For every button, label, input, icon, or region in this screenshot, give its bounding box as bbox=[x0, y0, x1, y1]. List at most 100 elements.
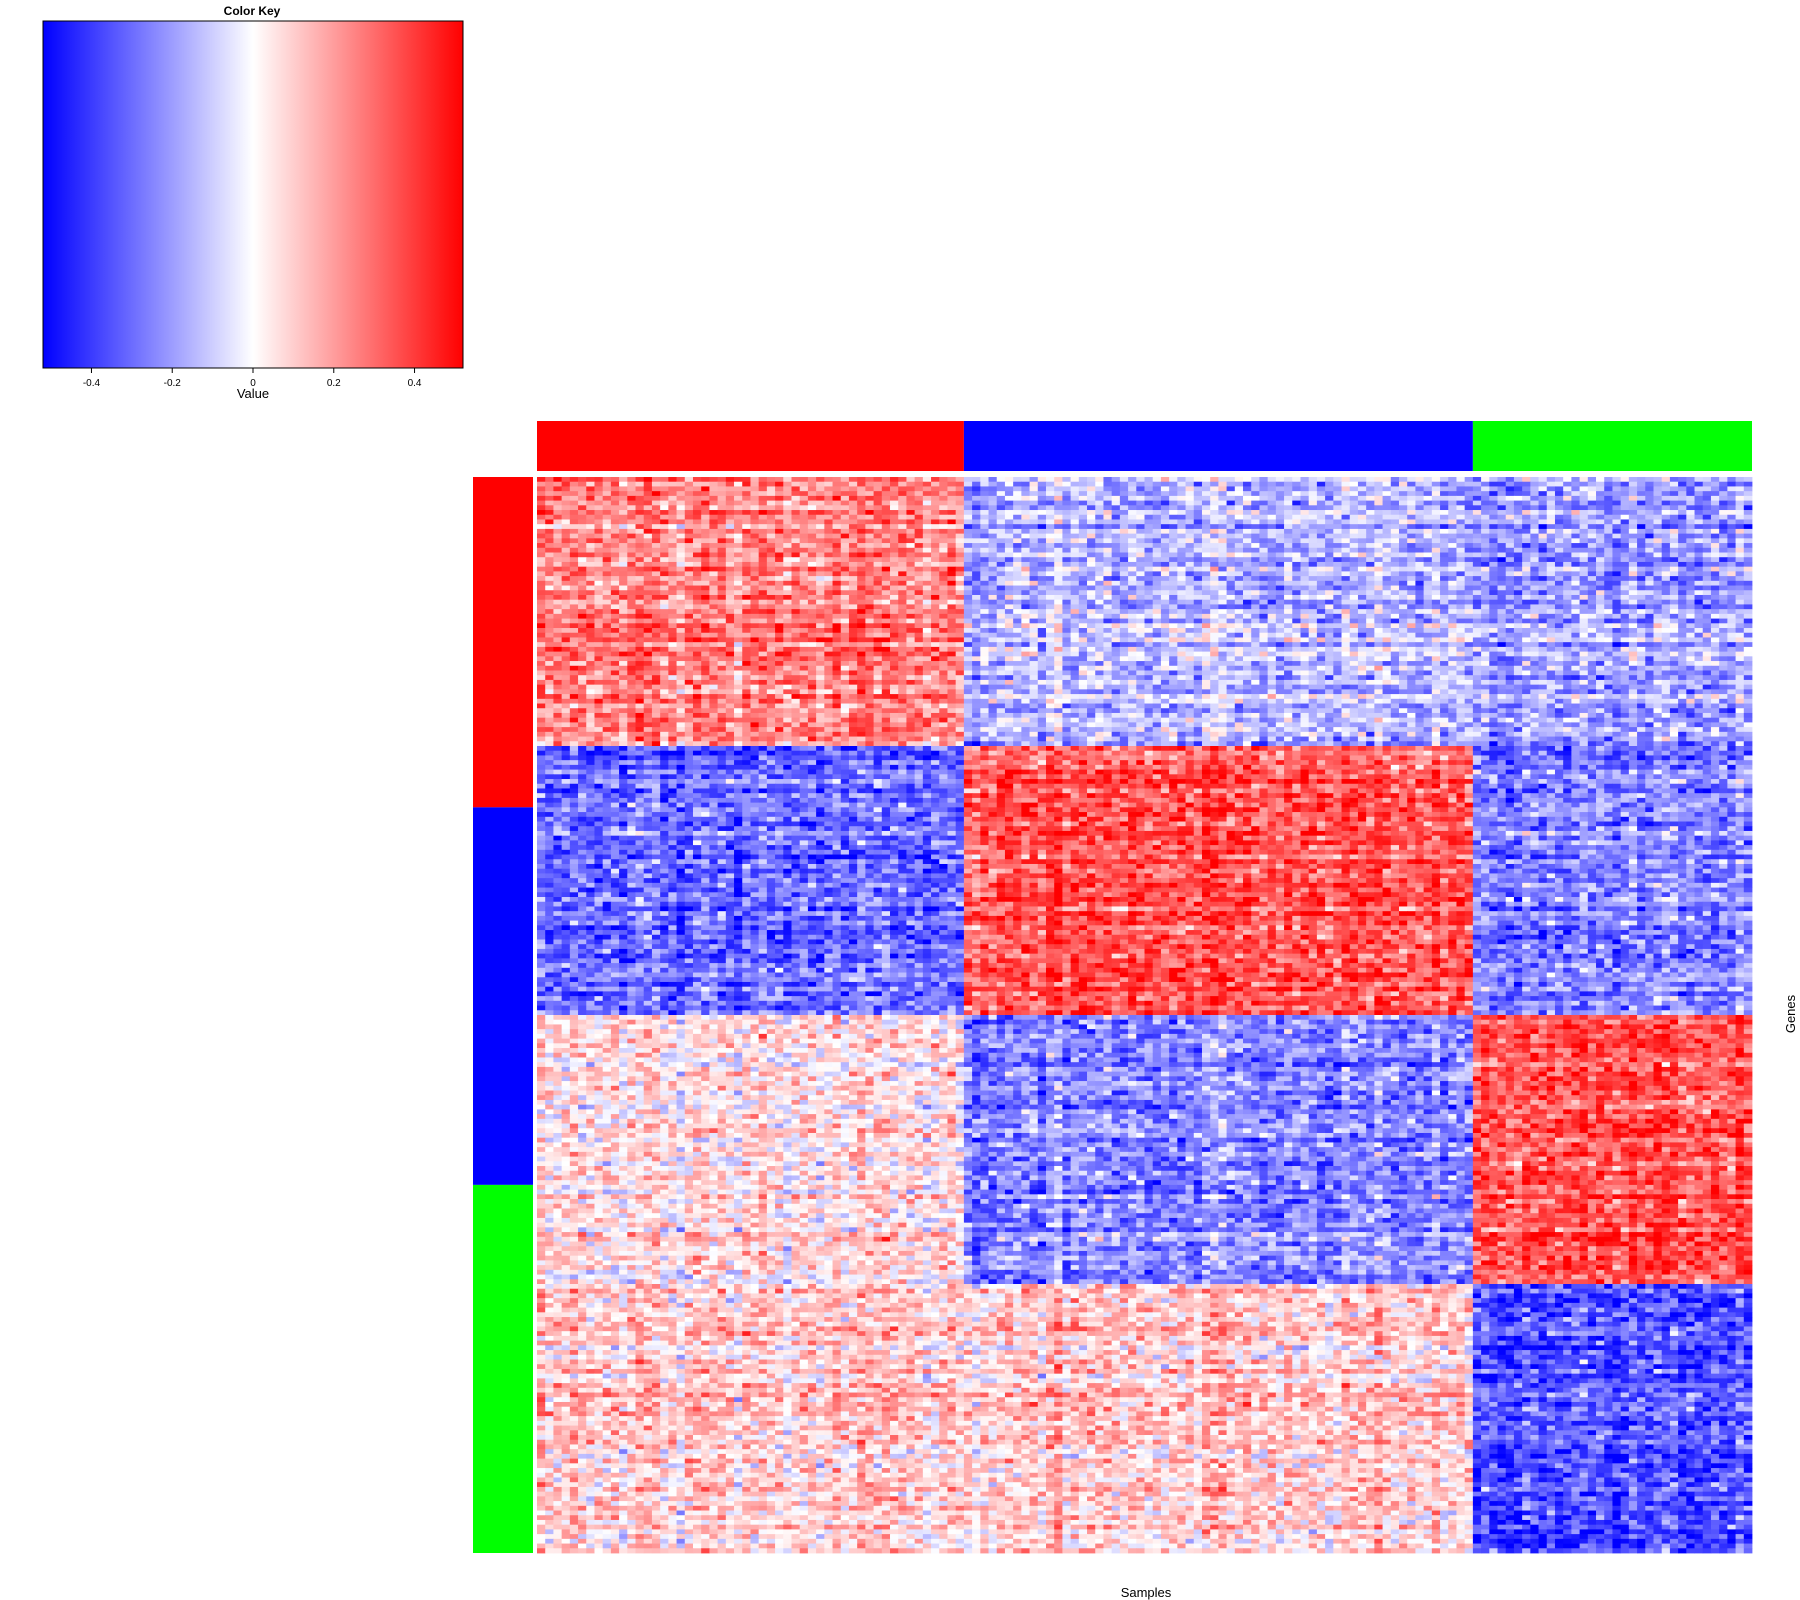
heatmap-cell bbox=[1169, 524, 1178, 530]
heatmap-cell bbox=[660, 533, 669, 539]
heatmap-cell bbox=[668, 514, 677, 520]
heatmap-cell bbox=[692, 604, 702, 610]
heatmap-cell bbox=[1587, 604, 1597, 610]
heatmap-cell bbox=[906, 576, 916, 582]
heatmap-cell bbox=[684, 533, 694, 539]
heatmap-cell bbox=[1013, 599, 1022, 605]
heatmap-cell bbox=[1341, 543, 1351, 549]
heatmap-cell bbox=[1160, 477, 1170, 483]
heatmap-cell bbox=[537, 500, 546, 506]
heatmap-cell bbox=[717, 538, 727, 544]
heatmap-cell bbox=[1472, 510, 1482, 516]
heatmap-cell bbox=[1160, 514, 1170, 520]
heatmap-cell bbox=[627, 533, 636, 539]
heatmap-cell bbox=[1144, 514, 1154, 520]
heatmap-cell bbox=[1029, 609, 1039, 615]
heatmap-cell bbox=[1185, 557, 1195, 563]
heatmap-cell bbox=[972, 632, 981, 638]
heatmap-cell bbox=[832, 491, 842, 497]
heatmap-cell bbox=[1571, 604, 1580, 610]
heatmap-cell bbox=[676, 505, 686, 511]
heatmap-cell bbox=[1497, 524, 1507, 530]
heatmap-cell bbox=[783, 623, 792, 629]
heatmap-cell bbox=[865, 632, 874, 638]
heatmap-cell bbox=[1045, 594, 1055, 601]
heatmap-cell bbox=[1300, 580, 1310, 586]
heatmap-cell bbox=[1160, 561, 1170, 568]
heatmap-cell bbox=[972, 609, 981, 615]
heatmap-cell bbox=[1727, 481, 1736, 487]
heatmap-cell bbox=[1177, 495, 1186, 501]
heatmap-cell bbox=[1563, 538, 1572, 544]
heatmap-cell bbox=[824, 543, 833, 549]
heatmap-cell bbox=[1218, 528, 1227, 535]
heatmap-cell bbox=[1267, 495, 1277, 501]
heatmap-cell bbox=[840, 632, 850, 638]
heatmap-cell bbox=[1735, 557, 1745, 563]
heatmap-cell bbox=[766, 618, 776, 624]
heatmap-cell bbox=[594, 538, 604, 544]
heatmap-cell bbox=[1596, 533, 1605, 539]
heatmap-cell bbox=[1431, 547, 1441, 553]
heatmap-cell bbox=[635, 481, 645, 487]
heatmap-cell bbox=[1201, 500, 1211, 506]
heatmap-cell bbox=[651, 594, 661, 601]
heatmap-cell bbox=[1702, 561, 1712, 568]
heatmap-cell bbox=[857, 561, 866, 568]
heatmap-cell bbox=[594, 594, 604, 601]
heatmap-cell bbox=[1177, 547, 1186, 553]
heatmap-cell bbox=[684, 623, 694, 629]
heatmap-cell bbox=[602, 486, 612, 492]
heatmap-cell bbox=[1702, 543, 1712, 549]
heatmap-cell bbox=[865, 561, 874, 568]
heatmap-cell bbox=[610, 623, 620, 629]
heatmap-cell bbox=[1612, 519, 1622, 525]
heatmap-cell bbox=[643, 618, 653, 624]
heatmap-cell bbox=[1423, 613, 1433, 619]
heatmap-cell bbox=[1169, 623, 1178, 629]
heatmap-cell bbox=[635, 543, 645, 549]
heatmap-cell bbox=[775, 576, 784, 582]
heatmap-cell bbox=[701, 538, 710, 544]
heatmap-cell bbox=[1325, 613, 1334, 619]
heatmap-cell bbox=[717, 519, 727, 525]
heatmap-cell bbox=[1669, 547, 1679, 553]
heatmap-cell bbox=[1357, 590, 1367, 596]
heatmap-cell bbox=[1251, 510, 1260, 516]
heatmap-cell bbox=[1054, 604, 1063, 610]
heatmap-cell bbox=[750, 561, 760, 568]
heatmap-cell bbox=[1538, 510, 1548, 516]
heatmap-cell bbox=[1678, 628, 1687, 634]
heatmap-cell bbox=[1735, 495, 1745, 501]
heatmap-cell bbox=[1481, 477, 1490, 483]
heatmap-cell bbox=[537, 571, 546, 577]
heatmap-cell bbox=[947, 538, 957, 544]
heatmap-cell bbox=[963, 477, 973, 483]
heatmap-cell bbox=[816, 533, 825, 539]
heatmap-cell bbox=[1546, 566, 1556, 572]
heatmap-cell bbox=[1103, 552, 1113, 558]
heatmap-cell bbox=[1316, 552, 1326, 558]
heatmap-cell bbox=[1070, 547, 1080, 553]
heatmap-cell bbox=[1243, 481, 1252, 487]
heatmap-cell bbox=[947, 557, 957, 563]
heatmap-cell bbox=[1645, 510, 1654, 516]
heatmap-cell bbox=[1078, 604, 1088, 610]
heatmap-cell bbox=[734, 571, 743, 577]
heatmap-cell bbox=[1505, 590, 1515, 596]
heatmap-cell bbox=[873, 566, 883, 572]
heatmap-cell bbox=[578, 500, 587, 506]
heatmap-cell bbox=[848, 557, 858, 563]
heatmap-cell bbox=[701, 481, 710, 487]
heatmap-cell bbox=[1169, 491, 1178, 497]
heatmap-cell bbox=[635, 576, 645, 582]
heatmap-cell bbox=[1661, 486, 1671, 492]
heatmap-cell bbox=[1111, 628, 1121, 634]
heatmap-cell bbox=[1333, 609, 1342, 615]
heatmap-cell bbox=[1686, 557, 1695, 563]
heatmap-cell bbox=[783, 580, 792, 586]
heatmap-cell bbox=[1070, 524, 1080, 530]
heatmap-cell bbox=[1316, 481, 1326, 487]
heatmap-cell bbox=[701, 599, 710, 605]
heatmap-cell bbox=[1078, 571, 1088, 577]
